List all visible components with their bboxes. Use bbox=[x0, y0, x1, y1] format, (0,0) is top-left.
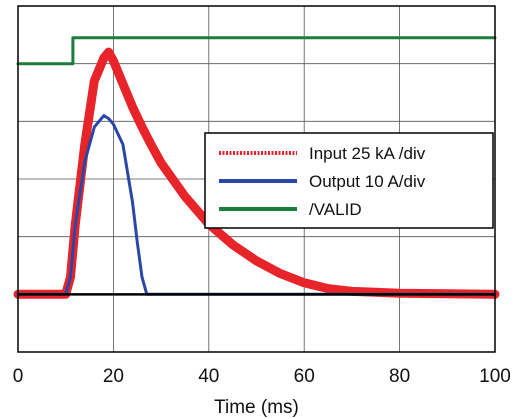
x-tick-label: 100 bbox=[479, 366, 511, 387]
x-tick-label: 40 bbox=[198, 366, 219, 387]
x-axis-label: Time (ms) bbox=[214, 397, 299, 418]
legend: Input 25 kA /div Output 10 A/div/VALID bbox=[204, 132, 494, 229]
x-tick-label: 80 bbox=[389, 366, 410, 387]
x-tick-labels: 0 20 40 60 80 100 bbox=[13, 366, 511, 387]
x-tick-label: 0 bbox=[13, 366, 24, 387]
x-tick-label: 60 bbox=[294, 366, 315, 387]
plot-frame bbox=[17, 5, 496, 353]
series-line-1 bbox=[13, 47, 500, 299]
x-tick-label: 20 bbox=[103, 366, 124, 387]
series-traces bbox=[13, 36, 500, 299]
legend-label-2: Output 10 A/div bbox=[309, 172, 426, 191]
legend-label-3: /VALID bbox=[309, 200, 362, 219]
series-line-3 bbox=[16, 36, 497, 66]
legend-label-1: Input 25 kA /div bbox=[309, 144, 426, 163]
